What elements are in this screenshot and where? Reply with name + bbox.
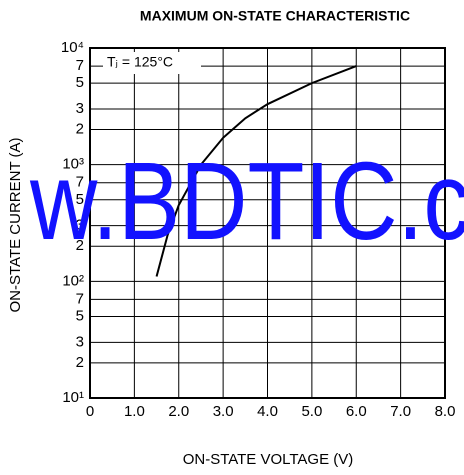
watermark: w.BDTIC.c <box>29 140 464 263</box>
x-tick-label: 7.0 <box>390 403 411 420</box>
y-tick-label: 5 <box>76 307 84 324</box>
x-tick-label: 2.0 <box>168 403 189 420</box>
y-tick-label: 10³ <box>62 156 84 173</box>
y-axis-label: ON-STATE CURRENT (A) <box>7 137 24 312</box>
y-tick-label: 3 <box>76 100 84 117</box>
y-tick-label: 5 <box>76 74 84 91</box>
y-tick-label: 3 <box>76 217 84 234</box>
y-tick-label: 2 <box>76 237 84 254</box>
y-tick-label: 5 <box>76 191 84 208</box>
x-tick-label: 3.0 <box>213 403 234 420</box>
line <box>155 65 357 277</box>
annotation: Tⱼ = 125°C <box>107 54 173 70</box>
y-tick-label: 7 <box>76 174 84 191</box>
y-tick-label: 2 <box>76 354 84 371</box>
y-tick-label: 7 <box>76 57 84 74</box>
x-tick-label: 5.0 <box>301 403 322 420</box>
y-tick-label: 10¹ <box>62 389 84 406</box>
plot-frame <box>89 47 446 399</box>
x-tick-label: 8.0 <box>435 403 456 420</box>
y-tick-label: 7 <box>76 290 84 307</box>
y-tick-label: 10² <box>62 272 84 289</box>
y-tick-label: 10⁴ <box>61 39 84 56</box>
x-axis-label: ON-STATE VOLTAGE (V) <box>183 451 354 468</box>
x-tick-label: 6.0 <box>346 403 367 420</box>
y-tick-label: 3 <box>76 333 84 350</box>
y-tick-label: 2 <box>76 121 84 138</box>
x-tick-label: 4.0 <box>257 403 278 420</box>
x-tick-label: 1.0 <box>124 403 145 420</box>
annotation-bg <box>103 52 201 74</box>
x-tick-label: 0 <box>86 403 94 420</box>
chart-title: MAXIMUM ON-STATE CHARACTERISTIC <box>140 8 410 24</box>
